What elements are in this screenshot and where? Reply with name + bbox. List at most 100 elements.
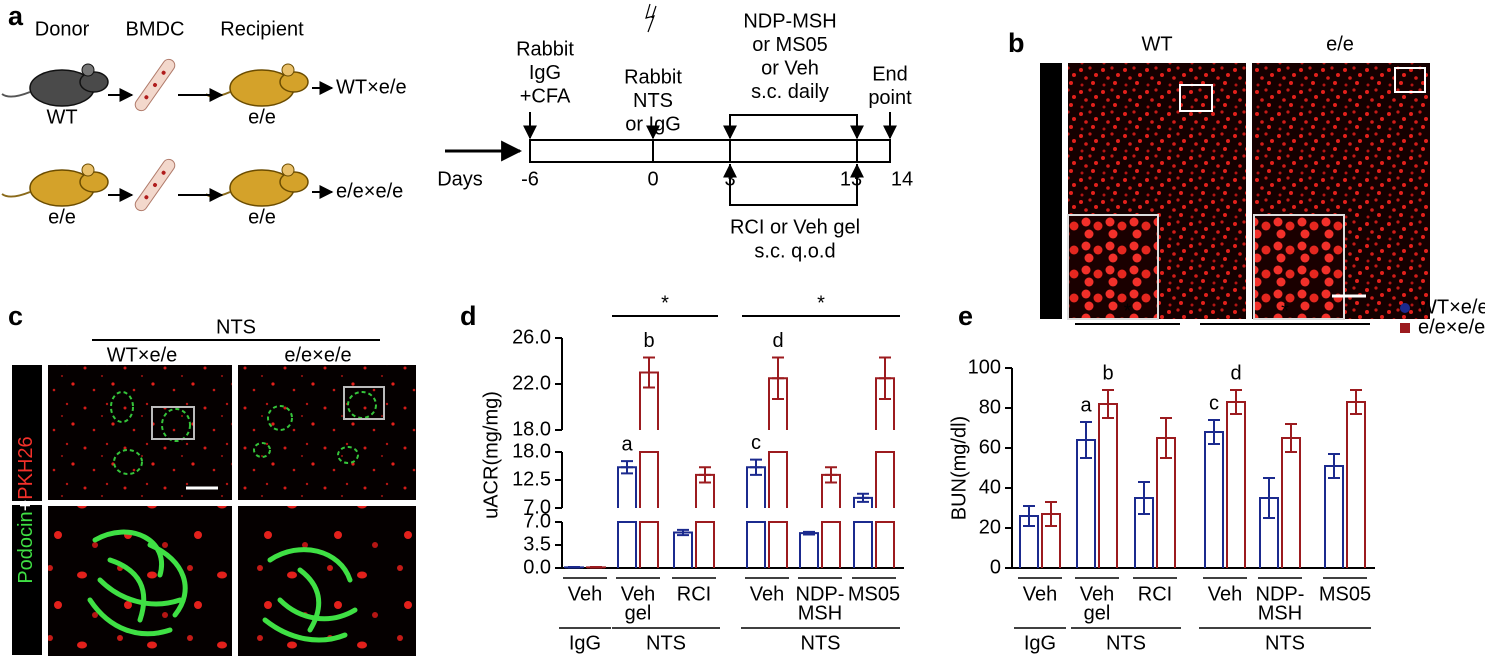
x-tick-label: Veh <box>1080 583 1114 605</box>
bar <box>875 377 895 568</box>
x-tick-label: NDP- <box>796 583 845 605</box>
x-tick-label: RCI <box>1138 583 1172 605</box>
y-tick-label: 80 <box>979 396 1001 418</box>
y-axis-label: BUN(mg/dl) <box>948 416 970 520</box>
bar <box>695 473 715 568</box>
y-tick-label: 3.5 <box>523 533 551 555</box>
y-tick-label: 60 <box>979 436 1001 458</box>
day-label: 14 <box>891 168 913 190</box>
significance-mark: * <box>1281 300 1289 322</box>
group-letter: b <box>643 330 654 352</box>
error-bar <box>621 460 633 475</box>
bar <box>639 371 659 568</box>
bar <box>1226 401 1246 568</box>
legend-label: e/e×e/e <box>1418 316 1485 338</box>
bone <box>134 58 176 112</box>
group-label: NTS <box>1106 632 1146 654</box>
group-label: IgG <box>1024 632 1056 654</box>
mouse-wt <box>1 63 109 107</box>
significance-mark: * <box>817 292 825 314</box>
donor-label: e/e <box>48 206 76 228</box>
group-label: NTS <box>646 632 686 654</box>
arrows <box>108 81 334 202</box>
event-label: Rabbit <box>624 66 682 88</box>
bar <box>1076 439 1096 568</box>
error-bar <box>772 356 784 400</box>
stain-podocin: Podocin <box>15 511 37 583</box>
panel-label: a <box>8 1 24 31</box>
y-tick-label: 40 <box>979 476 1001 498</box>
y-tick-label: 0.0 <box>523 556 551 578</box>
group-letter: d <box>772 330 783 352</box>
timeline <box>445 3 897 206</box>
column-header: Recipient <box>220 18 304 40</box>
error-bar <box>1285 423 1297 453</box>
y-tick-label: 18.0 <box>512 418 551 440</box>
bar <box>1204 431 1224 568</box>
stain-label: Podocin+PKH26 <box>15 436 37 583</box>
mouse-ee <box>205 63 309 107</box>
error-bar <box>1350 389 1362 415</box>
significance-mark: * <box>1124 300 1132 322</box>
y-axis-label: uACR(mg/mg) <box>480 391 502 519</box>
legend-swatch <box>1400 323 1410 333</box>
donor-label: WT <box>46 106 77 128</box>
y-tick-label: 7.0 <box>523 496 551 518</box>
x-tick-label: Veh <box>1208 583 1242 605</box>
below-label: RCI or Veh gel <box>730 216 860 238</box>
error-bar <box>1045 501 1057 527</box>
bar <box>821 473 841 568</box>
x-tick-label: RCI <box>677 583 711 605</box>
x-tick-label: Veh <box>568 583 602 605</box>
recipient-label: e/e <box>248 206 276 228</box>
column-header: Donor <box>35 18 90 40</box>
column-label: WT×e/e <box>107 344 178 366</box>
y-tick-label: 26.0 <box>512 326 551 348</box>
bar <box>1346 401 1366 568</box>
bar <box>617 466 637 568</box>
stain-pkh26: PKH26 <box>15 436 37 499</box>
event-label: or Veh <box>761 57 819 79</box>
error-bar <box>1138 481 1150 515</box>
panel-label: d <box>460 301 477 331</box>
x-tick-label: MS05 <box>848 583 900 605</box>
group-label: IgG <box>569 632 601 654</box>
day-label: 13 <box>840 168 862 190</box>
result-label: e/e×e/e <box>336 180 403 202</box>
bar <box>768 377 788 568</box>
event-label: or IgG <box>625 113 681 135</box>
error-bar <box>803 530 815 536</box>
panel-label: b <box>1008 28 1025 58</box>
group-label: NTS <box>216 316 256 338</box>
error-bar <box>590 566 602 569</box>
y-tick-label: 100 <box>968 356 1001 378</box>
error-bar <box>677 528 689 537</box>
error-bar <box>1160 417 1172 459</box>
event-label: NTS <box>633 90 673 112</box>
group-letter: a <box>621 433 633 455</box>
y-tick-label: 7.0 <box>523 510 551 532</box>
recipient-label: e/e <box>248 106 276 128</box>
error-bar <box>699 466 711 484</box>
column-label: WT <box>1141 33 1172 55</box>
legend-swatch <box>1400 303 1410 313</box>
panel-label: e <box>958 301 973 331</box>
event-label: End <box>872 63 908 85</box>
result-label: WT×e/e <box>336 76 407 98</box>
x-tick-label: MSH <box>1258 602 1302 624</box>
bar <box>853 496 873 568</box>
stain-label: PKH26 <box>1039 158 1061 221</box>
day-label: 3 <box>724 168 735 190</box>
x-tick-label: MSH <box>798 602 842 624</box>
error-bar <box>643 356 655 389</box>
y-tick-label: 18.0 <box>512 440 551 462</box>
event-label: NDP-MSH <box>743 10 836 32</box>
bar <box>673 531 693 568</box>
panel-label: c <box>8 301 23 331</box>
error-bar <box>1328 453 1340 479</box>
mouse-ee <box>205 163 309 207</box>
error-bar <box>750 458 762 476</box>
group-letter: c <box>751 432 761 454</box>
error-bar <box>1208 419 1220 445</box>
x-tick-label: MS05 <box>1319 583 1371 605</box>
